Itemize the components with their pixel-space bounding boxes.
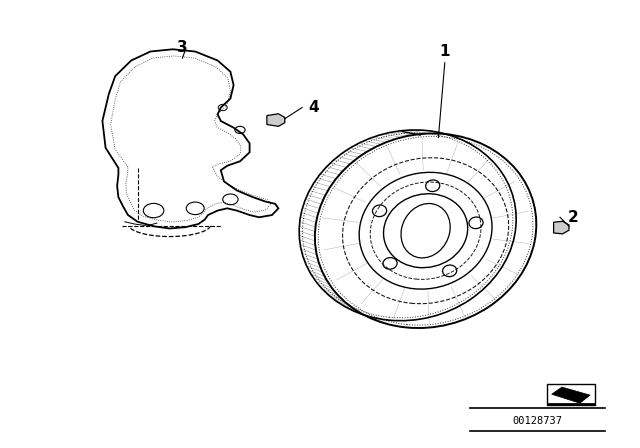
Bar [547,384,595,405]
Text: 2: 2 [568,210,578,225]
Text: 00128737: 00128737 [513,416,563,426]
Text: 1: 1 [440,44,450,59]
Text: 3: 3 [177,39,188,55]
Polygon shape [554,221,569,234]
Text: 4: 4 [308,100,319,115]
Polygon shape [267,114,285,126]
Polygon shape [552,387,590,403]
